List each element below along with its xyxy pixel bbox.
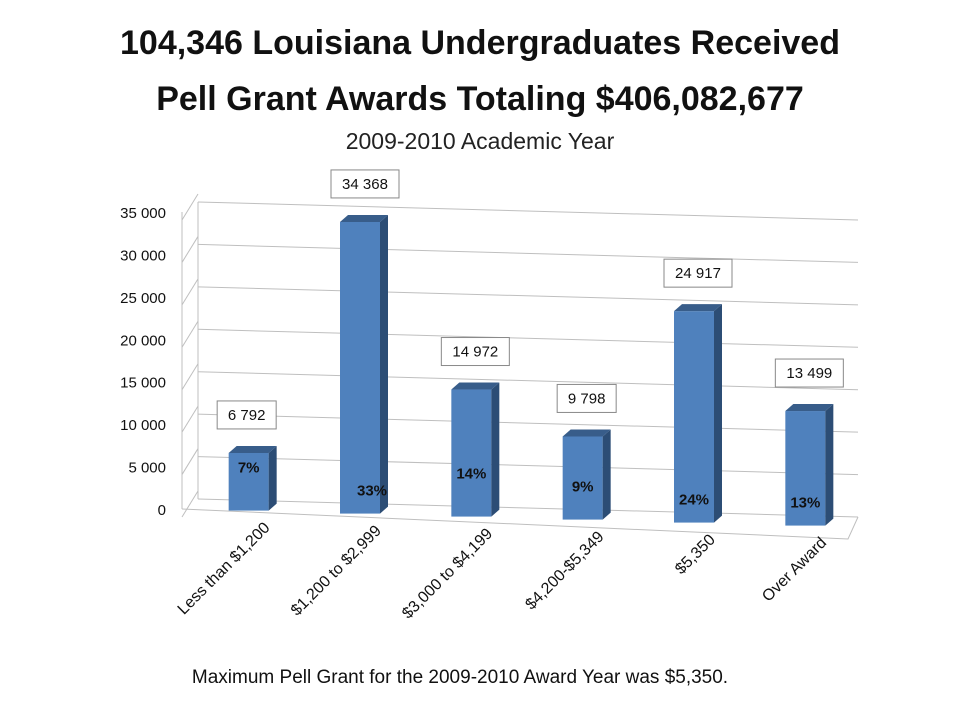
y-tick-label: 30 000	[120, 247, 166, 264]
y-tick-label: 5 000	[128, 460, 166, 477]
percent-label: 9%	[572, 479, 594, 496]
bar-chart: 0 5 000 10 000 15 000 20 000 25 000 30 000 35 0…	[120, 169, 859, 622]
percent-label: 24%	[679, 492, 709, 509]
gridline-side	[181, 448, 199, 475]
bar	[562, 436, 603, 520]
percent-label: 7%	[238, 460, 260, 477]
x-tick-label: $3,000 to $4,199	[399, 525, 496, 622]
data-label-box	[774, 358, 844, 388]
gridline-side	[181, 236, 199, 263]
bar-top	[562, 429, 611, 437]
bar-top	[674, 304, 722, 312]
data-label-box	[330, 169, 400, 199]
y-tick-label: 35 000	[120, 205, 166, 222]
data-label-box	[556, 383, 617, 413]
gridline-side	[181, 321, 199, 348]
chart-title-line1: 104,346 Louisiana Undergraduates Receive…	[120, 24, 840, 62]
bar-top	[228, 445, 277, 453]
data-label-box	[440, 337, 510, 367]
gridline	[197, 201, 859, 221]
bar-top	[451, 382, 500, 390]
gridline-side	[181, 278, 199, 306]
x-tick-label: Over Award	[759, 534, 830, 605]
bar	[785, 411, 826, 526]
x-tick-label: $4,200-$5,349	[522, 528, 607, 613]
gridline	[197, 371, 859, 391]
chart-floor	[181, 508, 859, 540]
data-label: 24 917	[675, 265, 721, 282]
data-label-box	[216, 400, 277, 430]
bar	[451, 389, 492, 517]
percent-label: 14%	[456, 466, 486, 483]
gridline	[197, 498, 859, 518]
gridline-side	[181, 405, 199, 433]
data-label-box	[663, 258, 733, 288]
gridline-side	[181, 490, 199, 518]
chart-subtitle: 2009-2010 Academic Year	[345, 128, 615, 154]
gridline-side	[181, 193, 199, 221]
x-tick-label: $5,350	[672, 531, 719, 578]
bar	[228, 452, 269, 511]
percent-label: 33%	[357, 483, 387, 500]
percent-label: 13%	[790, 495, 820, 512]
y-tick-label: 15 000	[120, 375, 166, 392]
x-tick-label: Less than $1,200	[175, 519, 274, 618]
bar	[674, 311, 714, 523]
bar-top	[785, 404, 834, 412]
data-label: 13 499	[786, 365, 832, 382]
bar-side	[602, 429, 611, 520]
x-tick-label: $1,200 to $2,999	[288, 522, 385, 619]
gridline	[197, 286, 859, 306]
bar-side	[380, 214, 388, 514]
gridline	[197, 413, 859, 433]
chart-title-line2: Pell Grant Awards Totaling $406,082,677	[156, 80, 804, 118]
data-label: 9 798	[568, 390, 606, 407]
data-label: 6 792	[228, 407, 266, 424]
gridline	[197, 243, 859, 263]
y-tick-label: 20 000	[120, 332, 166, 349]
data-label: 34 368	[342, 176, 388, 193]
y-tick-label: 10 000	[120, 417, 166, 434]
gridline	[197, 456, 859, 476]
data-label: 14 972	[452, 344, 498, 361]
y-tick-label: 0	[158, 502, 166, 519]
gridline-side	[181, 363, 199, 390]
bar	[340, 221, 380, 514]
bar-top	[340, 214, 388, 222]
bar-side	[491, 382, 500, 517]
y-tick-label: 25 000	[120, 290, 166, 307]
bar-side	[825, 404, 834, 526]
bar-side	[268, 445, 277, 511]
bar-side	[714, 304, 722, 523]
footnote: Maximum Pell Grant for the 2009-2010 Awa…	[191, 667, 729, 688]
gridline	[197, 328, 859, 348]
